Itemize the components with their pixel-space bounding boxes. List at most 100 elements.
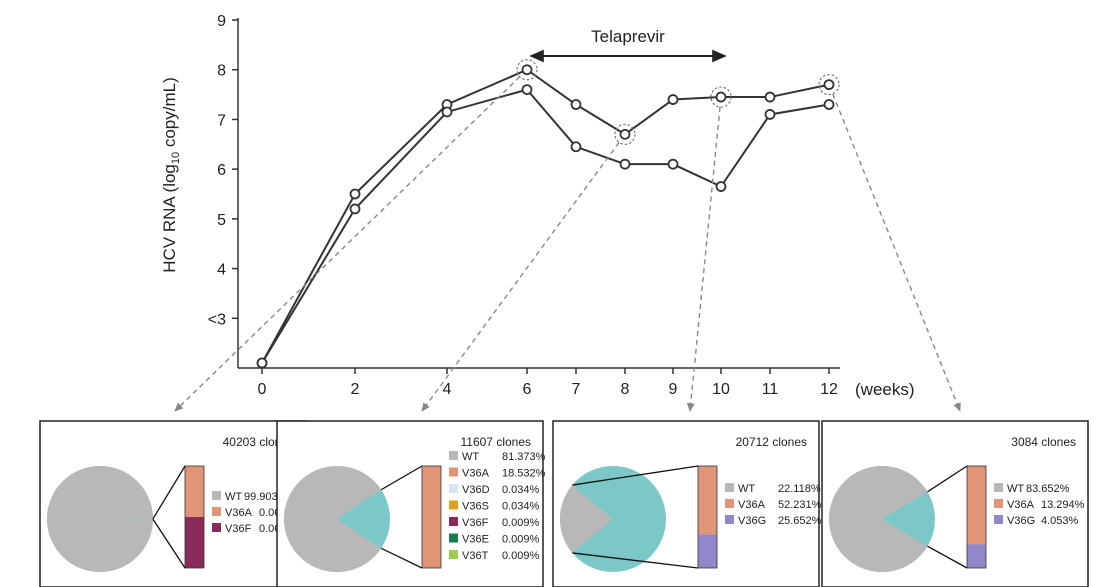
x-tick-label: 8	[621, 381, 630, 398]
legend-pct-v36t: 0.009%	[502, 550, 540, 562]
series-line-2	[261, 88, 830, 364]
legend-label-v36a: V36A	[225, 507, 253, 519]
y-tick-label: 4	[217, 262, 226, 279]
highlight-circle	[516, 59, 538, 81]
legend-swatch-wt	[994, 483, 1003, 492]
connector-arrow-2	[421, 141, 620, 412]
x-tick-label: 0	[258, 381, 267, 398]
telaprevir-label: Telaprevir	[591, 27, 665, 46]
pie-slice-wt	[829, 465, 928, 573]
data-point	[715, 91, 727, 103]
legend-label-v36s: V36S	[462, 501, 489, 513]
legend-label-v36a: V36A	[1007, 499, 1035, 511]
legend-swatch-v36a	[725, 499, 734, 508]
series-line-1	[261, 68, 830, 364]
x-axis-label: (weeks)	[855, 380, 915, 399]
connector-arrow-4	[832, 93, 961, 412]
pie-slice-wt	[559, 485, 613, 553]
connector-bottom	[380, 547, 423, 569]
connector-top	[572, 465, 699, 486]
panel-clone-count: 40203 clones	[223, 435, 294, 449]
data-point	[823, 99, 835, 110]
data-point	[715, 181, 727, 192]
bar-outline	[697, 465, 718, 569]
legend-swatch-wt	[725, 483, 734, 492]
legend-label-wt: WT	[225, 491, 242, 503]
connector-top	[927, 465, 968, 493]
y-axis-label: HCV RNA (log10 copy/mL)	[160, 77, 182, 273]
panel-clone-count: 11607 clones	[461, 435, 532, 449]
highlight-circle	[818, 74, 840, 96]
data-point	[570, 141, 582, 153]
legend-swatch-v36e	[449, 533, 458, 543]
bar-segment-v36g	[967, 544, 986, 568]
legend-label-v36f: V36F	[225, 523, 252, 535]
legend-label-v36d: V36D	[462, 484, 490, 496]
legend-swatch-v36f	[449, 517, 458, 526]
legend-pct-v36a: 18.532%	[502, 468, 546, 480]
connector-top	[380, 465, 423, 491]
bar-outline	[966, 465, 987, 569]
bar-segment-v36f	[185, 517, 204, 568]
highlight-circle	[710, 86, 732, 108]
x-tick-label: 2	[351, 381, 360, 398]
line-chart: 9 8 7 6 5 4 <3 0 2 4 6 7 8 9 10 11 12 HCV RNA (log10 co…	[160, 13, 961, 412]
data-point	[349, 188, 361, 200]
legend-swatch-v36t	[449, 550, 458, 559]
data-point	[823, 79, 835, 91]
x-tick-label: 10	[712, 381, 730, 398]
x-tick-label: 12	[820, 381, 838, 398]
bar-segment-v36a	[967, 466, 986, 545]
legend-pct-wt: 81.373%	[502, 451, 546, 463]
legend-swatch-v36s	[449, 500, 458, 510]
legend-label-v36g: V36G	[738, 515, 766, 527]
legend-label-v36a: V36A	[462, 468, 490, 480]
x-tick-label: 9	[669, 381, 678, 398]
x-ticks: 0 2 4 6 7 8 9 10 11 12	[258, 368, 838, 398]
legend-swatch-v36g	[725, 515, 734, 524]
bar-segment-v36a	[185, 466, 204, 517]
legend-label-wt: WT	[462, 451, 479, 463]
connector-bottom	[572, 552, 699, 569]
legend-label-v36a: V36A	[738, 499, 766, 511]
x-tick-label: 6	[523, 381, 532, 398]
data-point	[256, 357, 268, 369]
connector-top	[152, 465, 186, 520]
data-point	[349, 203, 361, 215]
clone-panel-1: 40203 clonesWT99.903%V36A0.065%V36F0.065…	[39, 420, 307, 587]
legend-pct-wt: 83.652%	[1026, 483, 1070, 495]
legend-pct-v36f: 0.009%	[502, 517, 540, 529]
pie-slice-wt	[284, 466, 382, 572]
data-point	[570, 99, 582, 110]
data-point	[521, 84, 533, 95]
legend-label-v36g: V36G	[1007, 515, 1035, 527]
legend-label-v36e: V36E	[462, 534, 489, 546]
clone-panel-2: 11607 clones WT 81.373% V36A 18.532% V36D 0.03…	[276, 420, 546, 587]
legend-label-wt: WT	[738, 483, 755, 495]
legend-pct-v36a: 52.231%	[778, 499, 822, 511]
legend-pct-v36a: 13.294%	[1041, 499, 1085, 511]
bar-outline	[421, 465, 442, 569]
y-tick-label: 9	[217, 13, 226, 30]
data-point	[667, 94, 679, 105]
panel-connector-arrows	[174, 76, 961, 412]
x-tick-label: 11	[762, 381, 779, 398]
telaprevir-annotation: Telaprevir	[529, 27, 727, 63]
legend-pct-v36e: 0.009%	[502, 534, 540, 546]
x-tick-label: 7	[572, 381, 581, 398]
bar-outline	[184, 465, 205, 569]
bar-segment-v36g	[698, 534, 717, 568]
series-lines	[256, 64, 835, 369]
panel-clone-count: 3084 clones	[1011, 435, 1076, 449]
data-point	[619, 158, 631, 170]
connector-bottom	[927, 545, 968, 569]
legend-swatch-v36a	[994, 499, 1003, 508]
highlighted-points	[516, 59, 840, 145]
legend-pct-wt: 22.118%	[778, 483, 821, 495]
y-tick-label: 6	[217, 162, 226, 179]
legend-pct-v36g: 4.053%	[1041, 515, 1079, 527]
data-point	[764, 91, 776, 103]
legend-pct-v36d: 0.034%	[502, 484, 540, 496]
legend-swatch-v36f	[212, 523, 221, 532]
